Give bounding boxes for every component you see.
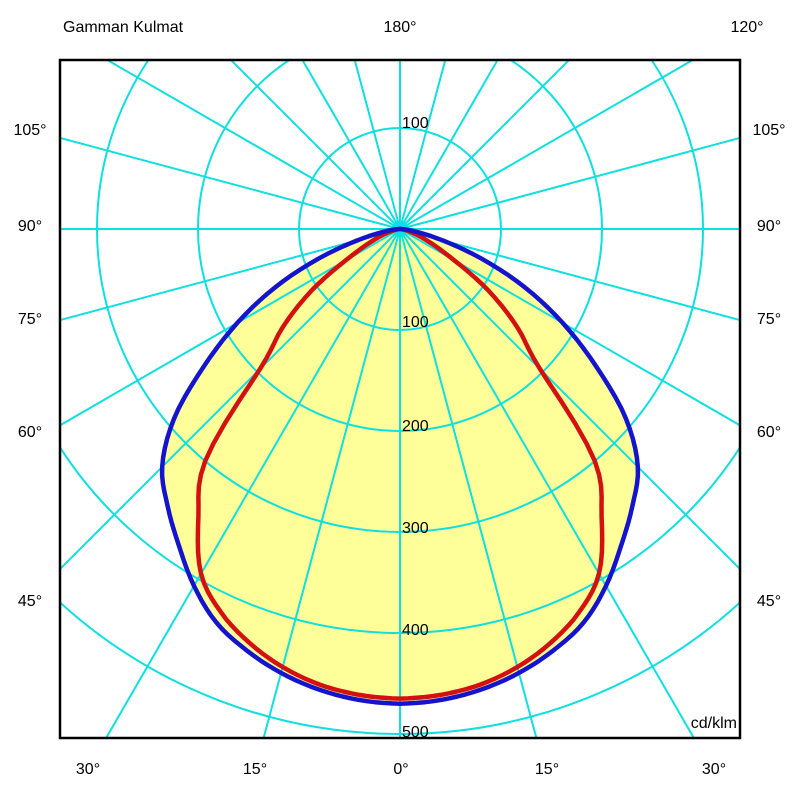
angle-label-left-90: 90° bbox=[17, 218, 43, 235]
angle-label-right-60: 60° bbox=[756, 424, 782, 441]
angle-label-bottom-15l: 15° bbox=[242, 761, 268, 778]
angle-label-top-120: 120° bbox=[730, 19, 764, 36]
angle-label-right-105: 105° bbox=[752, 122, 786, 139]
angle-label-bottom-30l: 30° bbox=[75, 761, 101, 778]
angle-label-right-45: 45° bbox=[756, 593, 782, 610]
radius-tick-label-100-top: 100 bbox=[402, 115, 429, 132]
radius-tick-label-500: 500 bbox=[402, 724, 429, 741]
angle-label-bottom-0: 0° bbox=[393, 761, 409, 778]
unit-label: cd/klm bbox=[690, 715, 737, 732]
angle-label-right-75: 75° bbox=[756, 311, 782, 328]
radius-tick-label-400: 400 bbox=[402, 622, 429, 639]
angle-label-right-90: 90° bbox=[756, 218, 782, 235]
angle-label-left-105: 105° bbox=[13, 122, 47, 139]
radius-tick-label-300: 300 bbox=[402, 520, 429, 537]
angle-label-bottom-15r: 15° bbox=[534, 761, 560, 778]
angle-label-bottom-30r: 30° bbox=[701, 761, 727, 778]
chart-title: Gamman Kulmat bbox=[63, 19, 184, 36]
angle-label-left-45: 45° bbox=[17, 593, 43, 610]
angle-label-left-60: 60° bbox=[17, 424, 43, 441]
angle-label-left-75: 75° bbox=[17, 311, 43, 328]
radius-tick-label-200: 200 bbox=[402, 418, 429, 435]
angle-label-top-180: 180° bbox=[383, 19, 417, 36]
radius-tick-label-100: 100 bbox=[402, 314, 429, 331]
